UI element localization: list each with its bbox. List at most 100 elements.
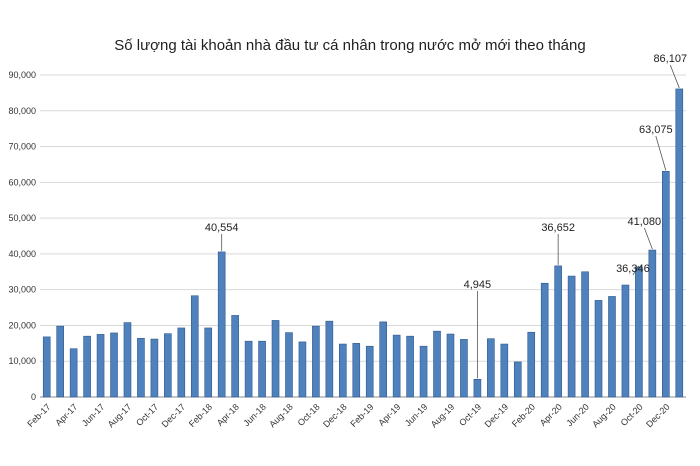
y-tick-label: 80,000 <box>8 106 36 116</box>
bar-Nov-19 <box>487 338 495 398</box>
bar-Jul-20 <box>594 300 603 398</box>
data-label: 63,075 <box>639 124 673 136</box>
bar-Jul-19 <box>433 330 441 398</box>
bar-Aug-19 <box>446 333 455 398</box>
bar-May-19 <box>406 335 414 398</box>
bar-Jan-20 <box>513 361 522 398</box>
bar-Mar-19 <box>379 321 387 398</box>
bar-Oct-20 <box>635 266 643 398</box>
x-tick-label: Oct-20 <box>619 402 645 428</box>
x-tick-label: Jun-20 <box>564 402 591 429</box>
bar-Feb-19 <box>365 345 374 398</box>
data-label: 36,652 <box>541 222 575 234</box>
bar-Oct-19 <box>473 379 482 398</box>
y-tick-label: 60,000 <box>8 177 36 187</box>
x-tick-label: Oct-19 <box>457 402 483 428</box>
bars <box>42 88 684 398</box>
gridlines <box>40 74 686 398</box>
bar-Feb-17 <box>42 336 51 398</box>
bar-Sep-20 <box>621 284 630 398</box>
bar-Sep-19 <box>460 339 468 398</box>
x-tick-label: Oct-17 <box>134 402 160 428</box>
x-tick-label: Apr-17 <box>53 402 79 428</box>
x-tick-label: Feb-19 <box>348 402 375 429</box>
chart-title: Số lượng tài khoản nhà đầu tư cá nhân tr… <box>114 37 585 54</box>
bar-Apr-19 <box>392 334 401 398</box>
label-leader-lines <box>221 64 680 379</box>
x-tick-label: Aug-19 <box>429 402 457 430</box>
y-tick-label: 90,000 <box>8 70 36 80</box>
bar-Sep-17 <box>137 338 145 398</box>
data-label-leader <box>669 64 680 89</box>
data-label-leader <box>632 265 640 276</box>
bar-May-17 <box>83 335 91 398</box>
data-label: 40,554 <box>205 222 239 234</box>
data-labels: 40,554 4,945 36,652 36,346 41,080 63,075 86,10… <box>205 53 687 291</box>
bar-Jul-18 <box>271 320 280 398</box>
x-tick-label: Dec-18 <box>321 402 349 430</box>
bar-May-18 <box>244 340 253 398</box>
bar-Sep-18 <box>298 341 307 398</box>
x-tick-label: Feb-18 <box>187 402 214 429</box>
y-tick-label: 10,000 <box>8 356 36 366</box>
data-label: 86,107 <box>653 53 687 65</box>
bar-Jul-17 <box>110 332 118 398</box>
bar-Jun-19 <box>419 345 428 398</box>
x-tick-label: Apr-20 <box>538 402 564 428</box>
bar-Jun-20 <box>581 271 589 398</box>
y-tick-label: 50,000 <box>8 213 36 223</box>
bar-Feb-18 <box>204 327 213 398</box>
bar-Apr-17 <box>69 348 78 398</box>
x-tick-label: Oct-18 <box>296 402 322 428</box>
bar-Dec-19 <box>500 343 509 398</box>
bar-Oct-18 <box>312 325 320 398</box>
bar-Mar-18 <box>217 251 226 398</box>
bar-Nov-20 <box>648 249 657 398</box>
y-tick-label: 30,000 <box>8 285 36 295</box>
data-label-leader <box>655 135 667 171</box>
x-tick-label: Aug-20 <box>590 402 618 430</box>
y-axis: 0 10,000 20,000 30,000 40,000 50,000 60,000 70,… <box>8 70 36 402</box>
data-label-leader <box>643 227 653 250</box>
x-tick-label: Jun-19 <box>403 402 430 429</box>
bar-Oct-17 <box>150 338 159 398</box>
bar-Mar-20 <box>540 282 549 398</box>
bar-Dec-17 <box>177 327 186 398</box>
y-tick-label: 20,000 <box>8 320 36 330</box>
bar-Mar-17 <box>56 325 64 398</box>
x-tick-label: Aug-17 <box>106 402 134 430</box>
x-tick-label: Dec-20 <box>644 402 672 430</box>
bar-Nov-18 <box>325 320 334 398</box>
y-tick-label: 70,000 <box>8 142 36 152</box>
x-tick-label: Aug-18 <box>267 402 295 430</box>
bar-Jun-17 <box>96 334 105 398</box>
bar-Dec-18 <box>339 343 347 398</box>
bar-Jan-21 <box>675 88 684 398</box>
x-tick-label: Jun-17 <box>80 402 107 429</box>
x-tick-label: Dec-19 <box>483 402 511 430</box>
bar-Jan-19 <box>352 343 361 398</box>
y-tick-label: 40,000 <box>8 249 36 259</box>
x-tick-label: Jun-18 <box>241 402 268 429</box>
x-tick-label: Dec-17 <box>160 402 188 430</box>
bar-Jan-18 <box>190 295 199 398</box>
bar-Apr-18 <box>231 315 239 398</box>
data-label: 4,945 <box>464 279 492 291</box>
bar-Dec-20 <box>662 171 670 398</box>
x-tick-label: Feb-20 <box>510 402 537 429</box>
bar-Feb-20 <box>527 331 536 398</box>
x-axis: Feb-17 Apr-17 Jun-17 Aug-17 Oct-17 Dec-17 Feb-… <box>25 402 671 430</box>
bar-May-20 <box>567 275 576 398</box>
x-tick-label: Apr-18 <box>215 402 241 428</box>
x-tick-label: Feb-17 <box>25 402 52 429</box>
bar-Jun-18 <box>258 340 266 398</box>
y-tick-label: 0 <box>31 392 36 402</box>
bar-Nov-17 <box>164 333 172 398</box>
bar-Aug-20 <box>608 296 616 398</box>
bar-Aug-17 <box>123 322 132 398</box>
bar-Apr-20 <box>554 265 562 398</box>
bar-Aug-18 <box>285 332 293 398</box>
x-tick-label: Apr-19 <box>376 402 402 428</box>
data-label: 36,346 <box>616 263 650 275</box>
